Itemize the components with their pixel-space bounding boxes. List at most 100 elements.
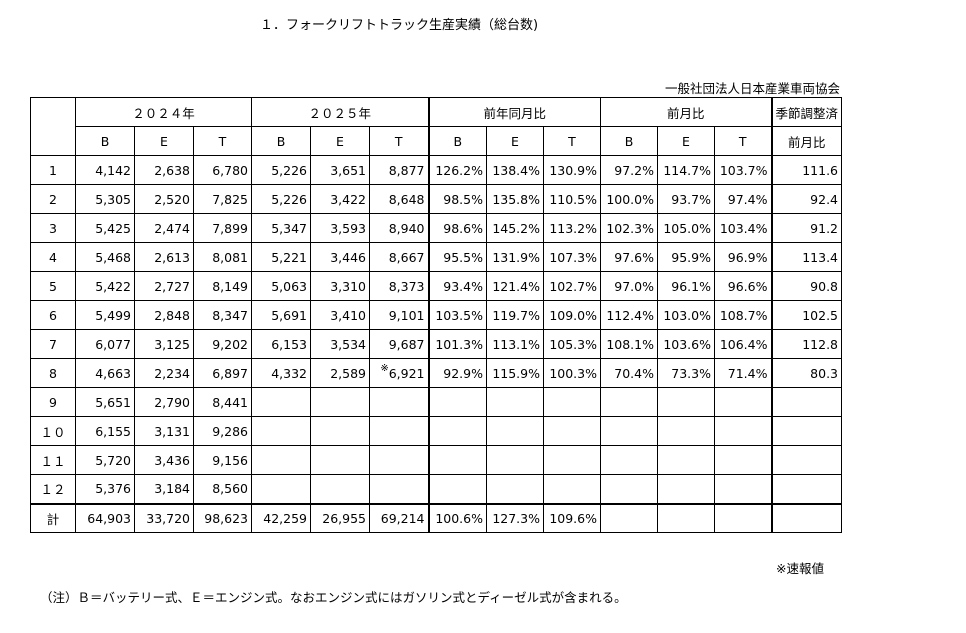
e-2024-cell: 2,727 [134, 271, 194, 301]
e-mom-cell: 103.6% [657, 329, 715, 359]
header-e-mom: E [657, 126, 715, 156]
b-yoy-cell: 98.5% [427, 184, 487, 214]
t-2024-cell: 9,202 [193, 329, 252, 359]
b-yoy-cell: 93.4% [427, 271, 487, 301]
b-yoy-cell [427, 445, 487, 475]
e-2024-cell: 2,848 [134, 300, 194, 330]
header-e-2025: E [310, 126, 370, 156]
b-mom-cell [600, 474, 658, 504]
header-t-yoy: T [543, 126, 601, 156]
header-b-2025: B [251, 126, 311, 156]
cell-value: 8,648 [388, 191, 425, 207]
b-2024-cell: 5,720 [75, 445, 135, 475]
header-b-2024: B [75, 126, 135, 156]
t-2024-cell: 9,286 [193, 416, 252, 446]
seasonal-mom-cell [770, 445, 843, 475]
month-cell: 9 [30, 387, 76, 417]
header-t-mom: T [714, 126, 772, 156]
seasonal-mom-cell [770, 387, 843, 417]
b-mom-cell: 70.4% [600, 358, 658, 388]
t-yoy-cell [543, 387, 601, 417]
b-2025-cell: 5,347 [251, 213, 311, 243]
e-2024-cell: 2,790 [134, 387, 194, 417]
b-2024-cell: 5,422 [75, 271, 135, 301]
t-mom-cell [714, 445, 772, 475]
e-2024-cell: 3,436 [134, 445, 194, 475]
cell-value: 9,687 [388, 336, 425, 352]
total-t-2025: 69,214 [369, 502, 429, 533]
e-2024-cell: 2,234 [134, 358, 194, 388]
header-e-yoy: E [486, 126, 544, 156]
table-row: 8 4,663 2,234 6,897 4,332 2,589 ※6,921 92.9% 115… [30, 358, 843, 388]
b-2025-cell: 5,691 [251, 300, 311, 330]
t-mom-cell: 103.4% [714, 213, 772, 243]
t-yoy-cell: 109.0% [543, 300, 601, 330]
e-yoy-cell: 131.9% [486, 242, 544, 272]
table-row: 1 4,142 2,638 6,780 5,226 3,651 8,877 126.2% 138… [30, 155, 843, 185]
seasonal-mom-cell [770, 416, 843, 446]
e-yoy-cell: 145.2% [486, 213, 544, 243]
month-cell: 7 [30, 329, 76, 359]
e-2024-cell: 2,638 [134, 155, 194, 185]
t-2024-cell: 6,897 [193, 358, 252, 388]
cell-value: 8,373 [388, 278, 425, 294]
table-row: 4 5,468 2,613 8,081 5,221 3,446 8,667 95.5% 131.… [30, 242, 843, 272]
e-2024-cell: 3,184 [134, 474, 194, 504]
e-mom-cell: 114.7% [657, 155, 715, 185]
total-t-2024: 98,623 [193, 502, 252, 533]
b-mom-cell: 97.6% [600, 242, 658, 272]
seasonal-mom-cell: 80.3 [770, 358, 843, 388]
total-e-yoy: 127.3% [486, 502, 544, 533]
month-cell: １０ [30, 416, 76, 446]
total-label: 計 [30, 502, 76, 533]
header-month-corner [30, 97, 76, 156]
t-2025-cell [369, 474, 429, 504]
t-yoy-cell: 130.9% [543, 155, 601, 185]
table-row: 7 6,077 3,125 9,202 6,153 3,534 9,687 101.3% 113… [30, 329, 843, 359]
month-cell: 8 [30, 358, 76, 388]
t-2024-cell: 7,899 [193, 213, 252, 243]
header-row-groups: ２０２４年 ２０２５年 前年同月比 前月比 季節調整済 [30, 97, 843, 156]
cell-value: 8,940 [388, 220, 425, 236]
e-2025-cell: 3,422 [310, 184, 370, 214]
b-2024-cell: 5,376 [75, 474, 135, 504]
t-yoy-cell: 100.3% [543, 358, 601, 388]
e-mom-cell [657, 445, 715, 475]
t-mom-cell [714, 416, 772, 446]
month-cell: 6 [30, 300, 76, 330]
e-yoy-cell [486, 416, 544, 446]
total-b-yoy: 100.6% [427, 502, 487, 533]
table-row: １１ 5,720 3,436 9,156 [30, 445, 843, 475]
e-mom-cell [657, 474, 715, 504]
t-2024-cell: 8,081 [193, 242, 252, 272]
t-2025-cell: 8,940 [369, 213, 429, 243]
page-title: １．フォークリフトトラック生産実績（総台数) [260, 18, 539, 33]
seasonal-mom-cell: 90.8 [770, 271, 843, 301]
e-yoy-cell: 135.8% [486, 184, 544, 214]
total-b-mom [600, 502, 658, 533]
t-yoy-cell: 105.3% [543, 329, 601, 359]
month-cell: １１ [30, 445, 76, 475]
b-yoy-cell: 98.6% [427, 213, 487, 243]
b-mom-cell: 112.4% [600, 300, 658, 330]
t-yoy-cell [543, 445, 601, 475]
b-mom-cell [600, 445, 658, 475]
e-mom-cell: 95.9% [657, 242, 715, 272]
b-2024-cell: 6,155 [75, 416, 135, 446]
cell-value: 6,921 [388, 365, 425, 381]
e-2025-cell: 3,534 [310, 329, 370, 359]
e-2024-cell: 2,613 [134, 242, 194, 272]
total-seasonal [770, 502, 843, 533]
b-2025-cell: 4,332 [251, 358, 311, 388]
b-2024-cell: 4,142 [75, 155, 135, 185]
seasonal-mom-cell: 113.4 [770, 242, 843, 272]
header-b-mom: B [600, 126, 658, 156]
header-yoy: 前年同月比 [427, 97, 601, 127]
table-row: 6 5,499 2,848 8,347 5,691 3,410 9,101 103.5% 119… [30, 300, 843, 330]
total-e-mom [657, 502, 715, 533]
t-2025-cell: 8,877 [369, 155, 429, 185]
total-e-2024: 33,720 [134, 502, 194, 533]
total-e-2025: 26,955 [310, 502, 370, 533]
e-mom-cell: 73.3% [657, 358, 715, 388]
preliminary-note: ※速報値 [776, 561, 824, 576]
